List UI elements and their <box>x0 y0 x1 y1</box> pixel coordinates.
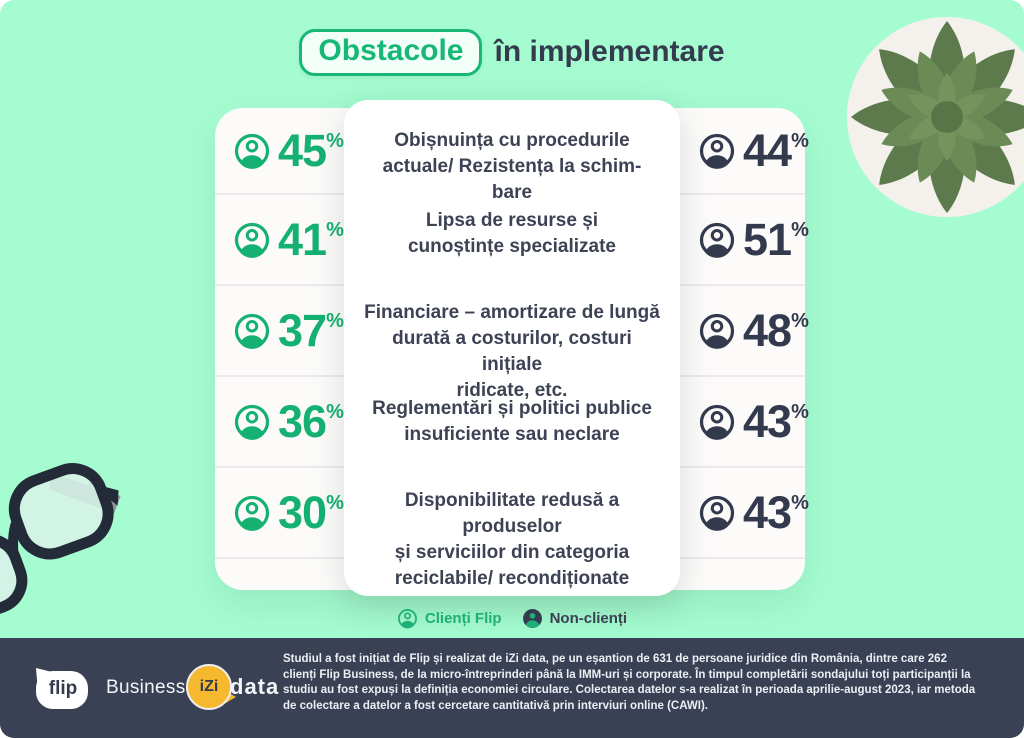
obstacle-label: Obișnuința cu procedurile actuale/ Rezis… <box>382 130 642 203</box>
legend: Clienți Flip Non-clienți <box>0 604 1024 632</box>
flip-logo-icon: flip <box>30 662 92 714</box>
footer-bar: flip Business iZi data <box>0 638 1024 738</box>
percent-sign: % <box>791 492 809 514</box>
izi-data-label: data <box>230 674 280 699</box>
stat-value: 44% <box>743 125 809 176</box>
non-clienti-stat: 51% <box>698 217 809 262</box>
stat-value: 45% <box>278 125 344 176</box>
percent-sign: % <box>326 219 344 241</box>
non-clienti-stat: 43% <box>698 399 809 444</box>
percent-sign: % <box>326 401 344 423</box>
obstacle-label: Disponibilitate redusă a produselor și s… <box>394 490 630 589</box>
stat-value: 43% <box>743 487 809 538</box>
succulent-plant-illustration <box>847 17 1024 217</box>
person-icon <box>699 495 735 532</box>
title-badge: Obstacole <box>299 28 483 76</box>
obstacle-row: 30% 43% <box>215 468 809 559</box>
stat-value: 36% <box>278 396 344 447</box>
percent-sign: % <box>791 130 809 152</box>
legend-non-clienti: Non-clienți <box>522 608 628 629</box>
person-icon <box>234 313 270 350</box>
stat-value: 41% <box>278 214 344 265</box>
person-icon <box>234 222 270 259</box>
obstacle-descriptions-card: Obișnuința cu procedurile actuale/ Rezis… <box>344 100 680 596</box>
legend-clienti-flip: Clienți Flip <box>397 608 502 629</box>
percent-sign: % <box>791 310 809 332</box>
clienti-flip-stat: 45% <box>233 128 344 173</box>
clienti-flip-stat: 37% <box>233 308 344 353</box>
person-icon <box>234 133 270 170</box>
person-icon <box>234 495 270 532</box>
person-icon <box>699 133 735 170</box>
person-outline-icon <box>397 608 417 629</box>
percent-sign: % <box>791 219 809 241</box>
flip-business-label: Business <box>106 677 186 698</box>
legend-label: Non-clienți <box>549 609 628 627</box>
izi-data-logo: iZi data <box>186 664 279 710</box>
study-methodology-text: Studiul a fost inițiat de Flip și realiz… <box>283 653 976 712</box>
title-text: în implementare <box>494 35 725 68</box>
flip-logo-text: flip <box>48 678 78 699</box>
obstacle-label: Financiare – amortizare de lungă durată … <box>364 302 660 401</box>
stat-value: 37% <box>278 305 344 356</box>
percent-sign: % <box>326 310 344 332</box>
person-icon <box>699 313 735 350</box>
clienti-flip-stat: 41% <box>233 217 344 262</box>
non-clienti-stat: 43% <box>698 490 809 535</box>
obstacle-label: Lipsa de resurse și cunoștințe specializ… <box>407 210 616 257</box>
non-clienti-stat: 48% <box>698 308 809 353</box>
obstacle-label: Reglementări și politici publice insufic… <box>372 398 652 445</box>
clienti-flip-stat: 30% <box>233 490 344 535</box>
percent-sign: % <box>326 492 344 514</box>
person-icon <box>234 404 270 441</box>
stat-value: 30% <box>278 487 344 538</box>
eyeglasses-illustration <box>0 463 121 618</box>
percent-sign: % <box>791 401 809 423</box>
non-clienti-stat: 44% <box>698 128 809 173</box>
page-title: Obstacole în implementare <box>0 28 1024 76</box>
clienti-flip-stat: 36% <box>233 399 344 444</box>
stat-value: 51% <box>743 214 809 265</box>
stat-value: 43% <box>743 396 809 447</box>
legend-label: Clienți Flip <box>424 609 502 627</box>
stat-value: 48% <box>743 305 809 356</box>
percent-sign: % <box>326 130 344 152</box>
person-filled-icon <box>522 608 542 628</box>
flip-business-logo: flip Business <box>30 662 186 714</box>
izi-logo-text: iZi <box>199 678 219 695</box>
person-icon <box>699 222 735 259</box>
person-icon <box>699 404 735 441</box>
izi-logo-icon: iZi <box>186 664 232 710</box>
